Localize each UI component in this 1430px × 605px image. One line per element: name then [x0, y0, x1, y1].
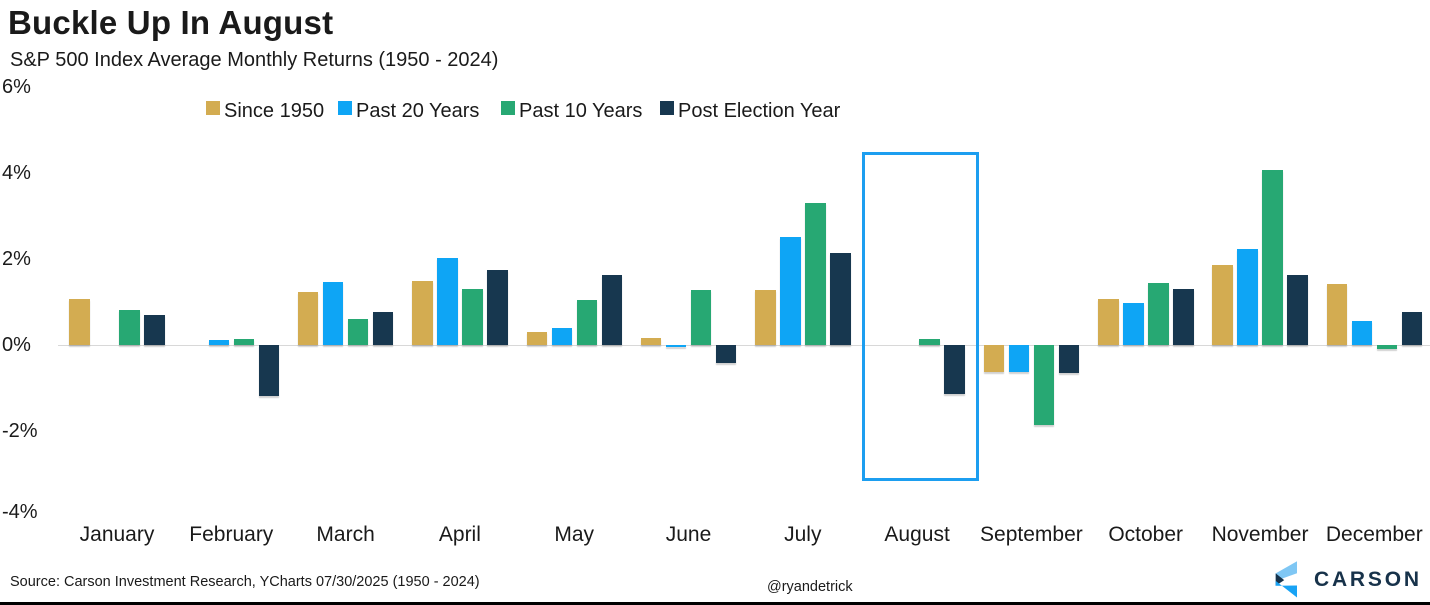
svg-text:CARSON: CARSON [1314, 568, 1422, 591]
